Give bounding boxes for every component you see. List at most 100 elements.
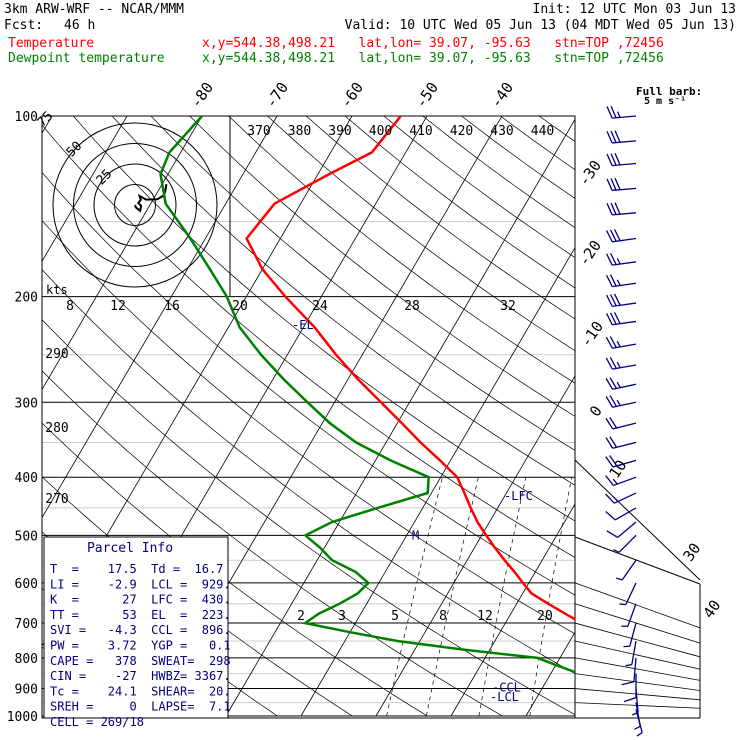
wind-barb-flag xyxy=(605,456,614,468)
mixing-ratio-label: 12 xyxy=(477,609,493,624)
theta-label: 410 xyxy=(409,124,432,139)
wind-barb-flag xyxy=(609,357,617,369)
wind-barb-flag xyxy=(609,455,618,467)
mixing-ratio-line xyxy=(426,477,479,717)
wedge-grid-line xyxy=(574,582,701,629)
wind-barb-flag xyxy=(613,312,621,324)
theta-label: 370 xyxy=(247,124,270,139)
wind-barb-flag xyxy=(609,274,617,287)
chart-frame xyxy=(41,115,576,719)
hodograph-speed-label: 20 xyxy=(232,299,248,314)
init-time: Init: 12 UTC Mon 03 Jun 13 xyxy=(532,2,737,17)
isotherm-line xyxy=(42,116,128,263)
wind-barb-flag xyxy=(609,252,617,265)
wind-barb-staff xyxy=(627,603,637,627)
theta-label: 380 xyxy=(288,124,311,139)
parcel-info-row: Tc = 24.1 SHEAR= 20. xyxy=(50,684,231,698)
wind-barb-flag xyxy=(614,130,621,143)
wind-barb-flag xyxy=(614,153,621,166)
isotherm-label: -30 xyxy=(575,157,605,190)
wind-barb-staff xyxy=(631,640,637,665)
forecast-label: Fcst: xyxy=(4,18,44,33)
dry-adiabat xyxy=(305,116,575,320)
wind-barb-half xyxy=(613,548,620,553)
wind-barb-flag xyxy=(605,336,613,349)
hodograph-ring xyxy=(52,122,218,288)
isotherm-line xyxy=(225,118,575,717)
wind-barb-flag xyxy=(606,274,613,287)
hodograph-speed-label: 24 xyxy=(312,299,328,314)
wind-barb-flag xyxy=(606,313,613,326)
dry-adiabat xyxy=(189,116,575,417)
wind-barb xyxy=(606,312,637,326)
wind-barb-flag xyxy=(609,436,618,448)
pressure-label: 800 xyxy=(15,652,38,667)
dry-adiabat xyxy=(228,116,575,384)
wind-barb-staff xyxy=(613,476,637,487)
parcel-info-row: K = 27 LFC = 430. xyxy=(50,593,231,607)
wind-barb-flag xyxy=(606,530,618,538)
parcel-info-row: PW = 3.72 YGP = 0.1 xyxy=(50,639,231,653)
wind-barb-flag xyxy=(610,178,617,191)
wind-barb-half xyxy=(616,258,621,265)
wind-barb-flag xyxy=(605,475,614,486)
dry-adiabat xyxy=(500,116,575,171)
wind-barb-flag xyxy=(606,253,613,266)
wedge-grid-line xyxy=(574,688,701,701)
dry-adiabat xyxy=(42,319,575,716)
hodograph-speed-label: 28 xyxy=(404,299,420,314)
wind-barb-half xyxy=(612,478,618,485)
wedge-grid-line xyxy=(574,673,701,691)
wind-barb xyxy=(605,395,637,408)
wedge-grid-line xyxy=(574,603,701,644)
temperature-profile xyxy=(245,116,575,621)
wind-barb-flag xyxy=(609,229,617,242)
wind-barb-staff xyxy=(629,622,637,647)
dry-adiabat xyxy=(344,116,575,289)
hodograph-ring xyxy=(73,143,197,267)
wind-barb-flag xyxy=(606,153,613,166)
wind-barb xyxy=(605,416,637,430)
hodograph-speed-label: 32 xyxy=(500,299,516,314)
wind-barb-flag xyxy=(609,294,617,307)
wind-barb-flag xyxy=(605,417,614,430)
isotherm-line xyxy=(375,375,575,717)
pressure-label: 700 xyxy=(15,617,38,632)
isotherm-line xyxy=(300,246,575,717)
pressure-label: 500 xyxy=(15,529,38,544)
wind-barb-half xyxy=(616,341,621,348)
wind-barb-flag xyxy=(610,130,617,143)
dry-adiabat xyxy=(150,116,575,451)
wind-barb-flag xyxy=(605,357,613,370)
dry-adiabat xyxy=(42,269,575,675)
level-annotation: -LFC xyxy=(504,489,533,503)
wind-barb-flag xyxy=(606,294,613,307)
wind-barb-staff xyxy=(614,507,637,521)
dry-adiabat xyxy=(42,171,575,596)
wind-barb-half xyxy=(636,732,643,737)
wind-barb-flag xyxy=(609,336,617,348)
wind-barb xyxy=(605,336,637,349)
theta-label: 420 xyxy=(450,124,473,139)
wind-barb-staff xyxy=(635,688,639,713)
wind-barb-staff xyxy=(635,709,643,733)
wind-barb-flag xyxy=(606,131,613,144)
theta-label: 430 xyxy=(490,124,513,139)
wind-barb xyxy=(621,657,637,686)
isotherm-label: -40 xyxy=(487,79,517,112)
wind-barb-half xyxy=(625,664,632,667)
mixing-ratio-label: 5 xyxy=(391,609,399,624)
wind-barb-flag xyxy=(610,153,617,166)
theta-label-left: 290 xyxy=(45,347,68,362)
barb-note-units: 5 m s⁻¹ xyxy=(644,96,686,107)
theta-label: 390 xyxy=(328,124,351,139)
mixing-ratio-label: 8 xyxy=(439,609,447,624)
level-annotation: -EL xyxy=(292,318,314,332)
wedge-line xyxy=(574,536,701,585)
wind-barb xyxy=(606,252,637,266)
temperature-location: x,y=544.38,498.21 lat,lon= 39.07, -95.63… xyxy=(202,36,664,51)
parcel-info-row: CELL = 269/18 xyxy=(50,715,144,729)
pressure-label: 200 xyxy=(15,291,38,306)
dewpoint-profile xyxy=(159,116,575,674)
